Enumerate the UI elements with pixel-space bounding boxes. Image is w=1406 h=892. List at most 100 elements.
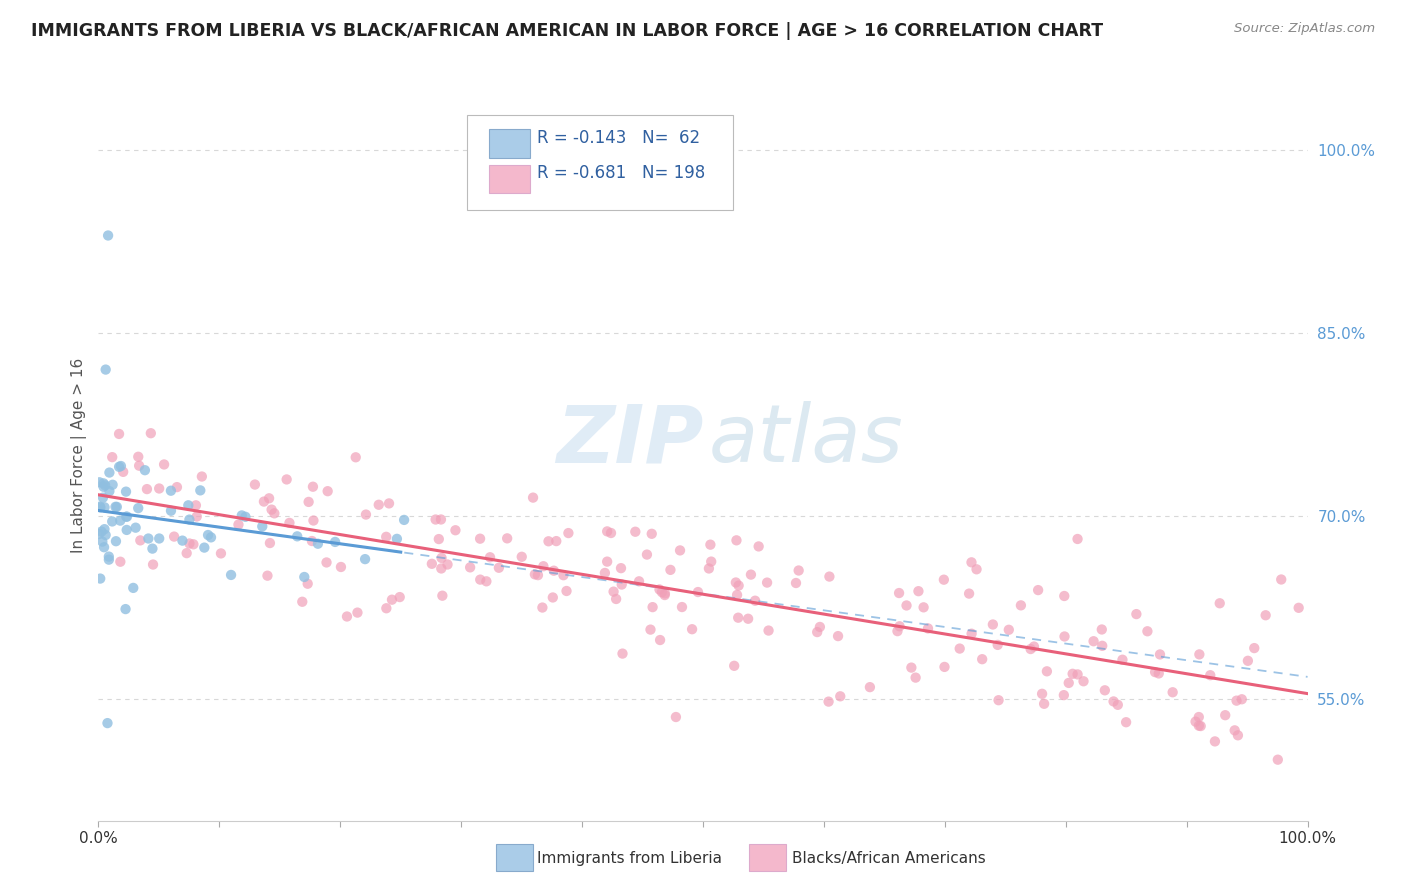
Point — [392, 513, 415, 527]
Point — [1091, 623, 1114, 637]
Point — [307, 537, 329, 551]
Point — [737, 612, 759, 626]
Point — [889, 619, 911, 633]
Point — [907, 584, 929, 599]
Point — [932, 573, 955, 587]
Point — [89, 475, 111, 490]
Point — [527, 568, 550, 582]
Point — [1102, 694, 1125, 708]
Point — [253, 494, 276, 508]
Point — [98, 484, 121, 499]
Point — [987, 693, 1010, 707]
Point — [654, 586, 676, 600]
Point — [259, 536, 281, 550]
Point — [531, 600, 554, 615]
Point — [555, 584, 578, 599]
Point — [104, 534, 127, 549]
Point — [1036, 665, 1059, 679]
Point — [179, 536, 201, 550]
Point — [960, 555, 983, 569]
Point — [90, 524, 112, 539]
Text: Immigrants from Liberia: Immigrants from Liberia — [537, 851, 723, 865]
Point — [148, 532, 170, 546]
Point — [949, 641, 972, 656]
FancyBboxPatch shape — [489, 164, 530, 193]
Point — [1053, 589, 1076, 603]
Point — [1189, 719, 1212, 733]
Point — [129, 533, 152, 548]
Point — [89, 500, 111, 514]
Point — [1267, 753, 1289, 767]
Point — [101, 477, 124, 491]
Point — [1019, 642, 1042, 657]
Point — [896, 599, 918, 613]
Point — [1270, 573, 1292, 587]
Point — [681, 622, 703, 636]
Point — [101, 515, 124, 529]
Point — [818, 569, 841, 583]
Point — [172, 533, 194, 548]
Point — [917, 622, 939, 636]
Point — [108, 459, 131, 474]
Point — [553, 568, 575, 582]
Point — [605, 592, 627, 607]
Point — [1115, 715, 1137, 730]
Point — [1026, 583, 1049, 598]
Point — [128, 458, 150, 473]
Point — [243, 477, 266, 491]
Point — [904, 671, 927, 685]
Point — [1188, 710, 1211, 724]
Point — [900, 660, 922, 674]
Point — [176, 546, 198, 560]
Point — [723, 658, 745, 673]
Point — [139, 426, 162, 441]
Point — [87, 527, 110, 541]
Point — [260, 502, 283, 516]
Point — [1111, 653, 1133, 667]
Point — [1083, 634, 1105, 648]
Point — [1209, 596, 1232, 610]
Point — [122, 581, 145, 595]
Point — [316, 484, 339, 499]
Point — [1161, 685, 1184, 699]
Point — [297, 576, 319, 591]
Point — [648, 633, 671, 648]
Point — [697, 561, 720, 575]
Point — [981, 617, 1004, 632]
Point — [600, 526, 623, 541]
Point — [1225, 693, 1247, 707]
FancyBboxPatch shape — [467, 115, 734, 210]
Point — [1223, 723, 1246, 738]
Point — [785, 576, 807, 591]
Point — [596, 555, 619, 569]
Point — [1031, 687, 1053, 701]
Point — [1237, 654, 1260, 668]
Point — [640, 623, 662, 637]
Point — [610, 561, 633, 575]
Point — [593, 566, 616, 580]
Point — [1204, 734, 1226, 748]
Point — [744, 593, 766, 607]
Point — [522, 491, 544, 505]
Point — [200, 530, 222, 544]
Point — [1199, 668, 1222, 682]
Point — [468, 532, 491, 546]
Point — [651, 585, 673, 599]
Point — [302, 480, 325, 494]
Point — [648, 582, 671, 597]
Point — [1107, 698, 1129, 712]
Point — [987, 638, 1010, 652]
Point — [252, 519, 274, 533]
Point — [388, 590, 411, 604]
Point — [1243, 641, 1265, 656]
Point — [436, 558, 458, 572]
Point — [912, 600, 935, 615]
Point — [141, 541, 163, 556]
Point — [228, 517, 250, 532]
Point — [541, 591, 564, 605]
Point — [886, 624, 908, 639]
Point — [115, 509, 138, 524]
Point — [859, 680, 882, 694]
Point — [1125, 607, 1147, 621]
Point — [727, 578, 749, 592]
